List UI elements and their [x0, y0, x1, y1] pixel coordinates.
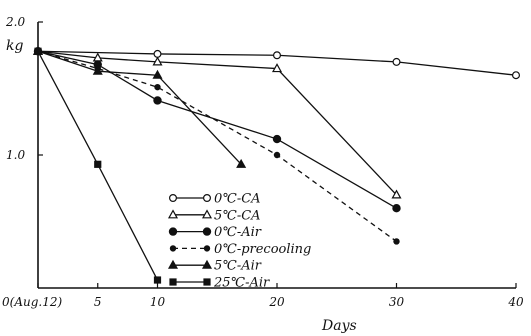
data-point: [272, 134, 282, 144]
series-layer: [32, 45, 520, 284]
legend-label: 0℃-CA: [214, 192, 261, 207]
data-point: [153, 49, 162, 58]
legend-label: 0℃-precooling: [214, 242, 311, 257]
data-point: [34, 47, 42, 55]
legend-marker: [203, 194, 212, 203]
data-point: [154, 83, 161, 91]
y-tick-label: 1.0: [6, 148, 25, 162]
legend-marker: [169, 278, 177, 286]
series-line: [37, 50, 242, 165]
series-2: [33, 47, 401, 213]
data-point: [153, 276, 162, 284]
legend-marker: [203, 245, 211, 252]
legend-marker: [167, 209, 179, 219]
legend: 0℃-CA5℃-CA 0℃-Air 0℃-precooling 5℃-Air 25℃-A…: [167, 192, 311, 291]
legend-marker: [169, 194, 178, 203]
series-1: [32, 45, 402, 199]
x-tick-label: 5: [94, 295, 102, 309]
data-point: [392, 57, 401, 66]
data-point: [273, 51, 282, 60]
y-axis-label: kg: [6, 38, 23, 54]
legend-marker: [202, 227, 212, 236]
legend-entry: 5℃-CA: [167, 208, 261, 223]
legend-entry: 5℃-Air: [167, 259, 262, 274]
x-tick-label: 10: [150, 295, 166, 309]
legend-marker: [168, 227, 178, 236]
data-point: [152, 69, 163, 79]
series-line: [37, 50, 397, 196]
legend-entry: 0℃-Air: [168, 225, 262, 240]
legend-label: 25℃-Air: [213, 276, 270, 291]
legend-entry: 25℃-Air: [169, 276, 270, 291]
legend-marker: [203, 278, 211, 286]
y-tick-label: 2.0: [5, 15, 25, 29]
data-point: [273, 151, 281, 159]
data-point: [152, 56, 163, 66]
series-5: [34, 47, 162, 284]
legend-label: 5℃-CA: [214, 208, 261, 223]
legend-entry: 0℃-precooling: [169, 242, 311, 257]
ticks: 0(Aug.12) 5 10 20 30 40 1.0 2.0: [2, 15, 524, 309]
data-point: [392, 203, 401, 213]
data-point: [391, 189, 402, 199]
legend-marker: [169, 245, 177, 252]
data-point: [271, 63, 283, 73]
data-point: [94, 160, 102, 168]
legend-marker: [201, 259, 213, 269]
data-point: [511, 71, 520, 80]
data-point: [236, 158, 247, 168]
legend-entry: 0℃-CA: [169, 192, 261, 207]
legend-marker: [201, 209, 213, 219]
legend-label: 5℃-Air: [214, 259, 262, 274]
legend-marker: [167, 259, 179, 269]
x-tick-label: 0(Aug.12): [2, 295, 62, 309]
data-point: [393, 238, 400, 245]
x-tick-label: 20: [268, 295, 285, 309]
data-point: [92, 65, 103, 75]
x-axis-label: Days: [321, 318, 357, 334]
x-tick-label: 40: [507, 295, 524, 309]
series-line: [37, 50, 397, 209]
x-tick-label: 30: [389, 295, 405, 309]
legend-label: 0℃-Air: [214, 225, 262, 240]
data-point: [153, 96, 162, 105]
